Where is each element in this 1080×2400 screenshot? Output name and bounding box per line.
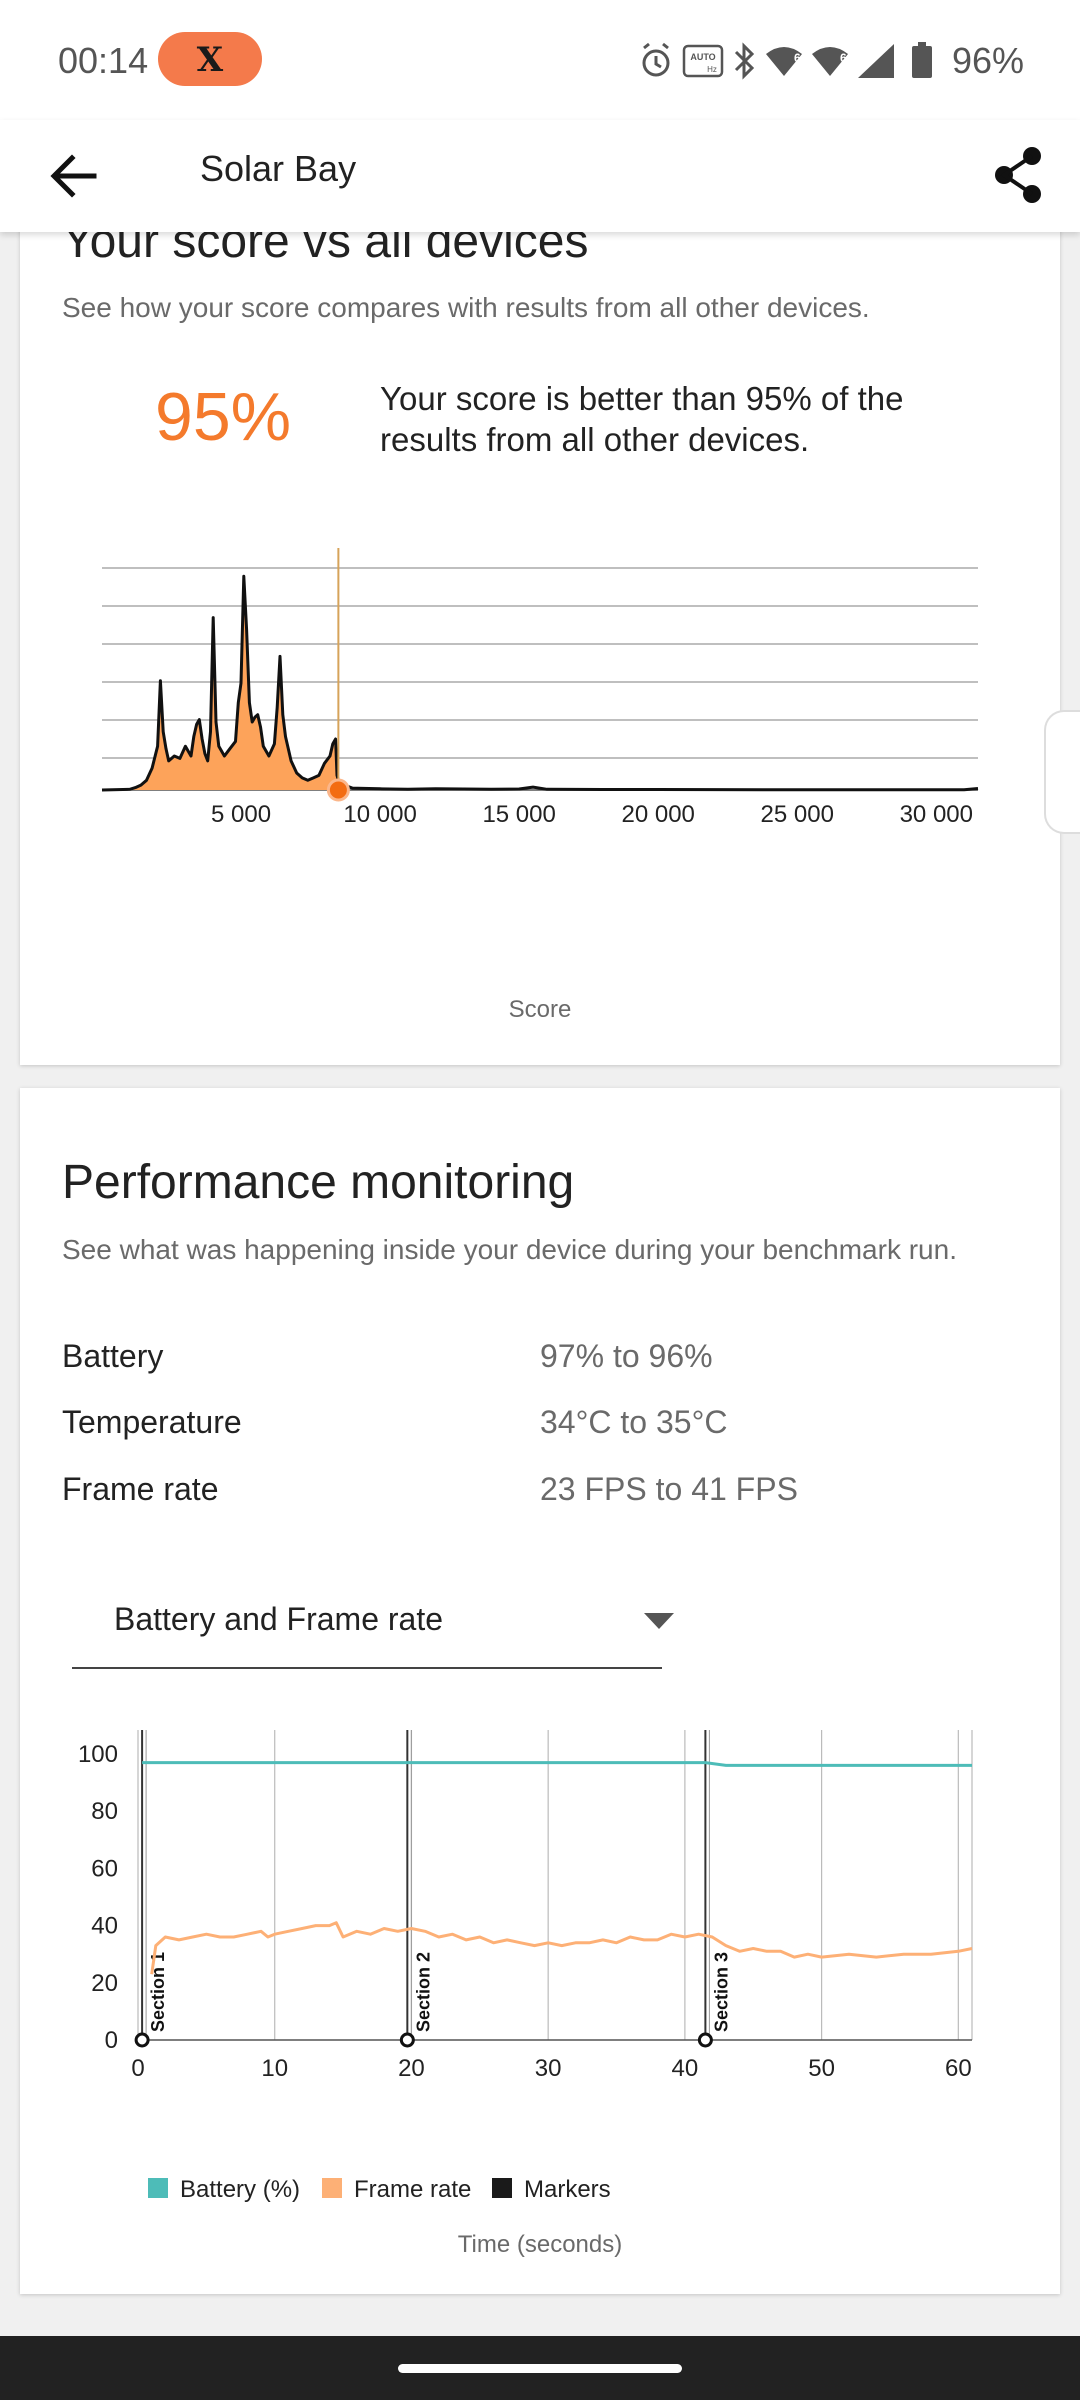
stat-label-temperature: Temperature	[62, 1404, 242, 1440]
x-tick-label: 20 000	[621, 801, 694, 828]
share-icon[interactable]	[988, 140, 1048, 210]
dropdown-selected-label: Battery and Frame rate	[114, 1601, 444, 1637]
stat-value-battery: 97% to 96%	[540, 1338, 713, 1374]
stat-label-battery: Battery	[62, 1338, 164, 1374]
legend-label: Frame rate	[354, 2176, 471, 2203]
alarm-icon	[642, 42, 670, 77]
x-tick-label: 40	[672, 2055, 699, 2082]
chart-legend: Battery (%) Frame rate Markers	[148, 2176, 611, 2203]
battery-series-line	[142, 1761, 972, 1767]
edge-panel-handle[interactable]	[1044, 710, 1080, 834]
bluetooth-icon	[734, 42, 755, 80]
arrow-back-icon[interactable]	[44, 146, 104, 206]
section-marker-label: Section 3	[711, 1952, 731, 2032]
section-marker-label: Section 1	[148, 1952, 168, 2032]
app-bar: Solar Bay	[0, 120, 1080, 232]
x-axis-ticks: 5 000 10 000 15 000 20 000 25 000 30 000	[211, 801, 973, 828]
x-tick-label: 50	[808, 2055, 835, 2082]
y-tick-label: 0	[105, 2027, 118, 2054]
y-tick-label: 20	[91, 1970, 118, 1997]
x-tick-label: 25 000	[761, 801, 834, 828]
y-tick-label: 100	[78, 1741, 118, 1768]
x-tick-label: 15 000	[482, 801, 555, 828]
page-title: Solar Bay	[200, 148, 357, 189]
y-tick-label: 60	[91, 1855, 118, 1882]
x-tick-label: 10 000	[343, 801, 416, 828]
section-marker-label: Section 2	[413, 1952, 433, 2032]
score-distribution-chart: 5 000 10 000 15 000 20 000 25 000 30 000 Scor…	[101, 548, 979, 1023]
hz-label: Hz	[707, 65, 717, 74]
x-tick-label: 0	[131, 2055, 144, 2082]
your-score-marker	[326, 778, 350, 802]
legend-swatch	[148, 2178, 168, 2198]
distribution-area	[102, 576, 339, 790]
notification-badge[interactable]: X	[158, 32, 262, 86]
legend-swatch	[322, 2178, 342, 2198]
performance-monitoring-card: Performance monitoring See what was happ…	[20, 1088, 1060, 2294]
auto-label: AUTO	[690, 52, 715, 62]
percentile-value: 95%	[155, 379, 292, 455]
legend-label: Battery (%)	[180, 2176, 300, 2203]
signal-icon	[858, 44, 894, 78]
svg-text:6: 6	[840, 51, 847, 65]
x-tick-label: 30	[535, 2055, 562, 2082]
x-tick-label: 10	[261, 2055, 288, 2082]
chart-metric-dropdown[interactable]: Battery and Frame rate	[72, 1593, 674, 1669]
legend-label: Markers	[524, 2176, 611, 2203]
y-axis-ticks: 0 20 40 60 80 100	[78, 1741, 118, 2054]
auto-hz-icon: AUTO Hz	[682, 44, 724, 78]
y-tick-label: 40	[91, 1913, 118, 1940]
stat-value-temperature: 34°C to 35°C	[540, 1404, 728, 1440]
x-axis-label: Score	[509, 996, 572, 1023]
status-time: 00:14	[58, 40, 149, 81]
x-tick-label: 5 000	[211, 801, 271, 828]
status-icons: AUTO Hz 6 6	[642, 42, 932, 80]
section-marker-dot	[399, 2032, 415, 2048]
status-bar: 00:14 X AUTO Hz 6 6	[0, 0, 1080, 120]
frame-rate-series-line	[150, 1921, 973, 1975]
home-gesture-handle[interactable]	[398, 2364, 682, 2373]
section-markers: Section 1 Section 2 Section 3	[134, 1730, 731, 2048]
x-axis-ticks: 0 10 20 30 40 50 60	[131, 2055, 971, 2082]
svg-text:6: 6	[794, 51, 801, 65]
score-comparison-subtitle: See how your score compares with results…	[62, 292, 870, 323]
distribution-line	[101, 574, 979, 792]
wifi-6-icon: 6	[766, 47, 802, 76]
section-marker-dot	[134, 2032, 150, 2048]
battery-percent: 96%	[952, 40, 1025, 81]
section-marker-dot	[697, 2032, 713, 2048]
x-tick-label: 60	[945, 2055, 972, 2082]
stat-label-frame-rate: Frame rate	[62, 1471, 219, 1507]
x-tick-label: 30 000	[900, 801, 973, 828]
notification-badge-label: X	[196, 40, 224, 80]
performance-subtitle: See what was happening inside your devic…	[62, 1234, 957, 1265]
x-axis-label: Time (seconds)	[458, 2231, 622, 2258]
chart-gridlines	[137, 1730, 973, 2041]
dropdown-arrow-icon	[644, 1613, 674, 1629]
stat-value-frame-rate: 23 FPS to 41 FPS	[540, 1471, 798, 1507]
legend-swatch	[492, 2178, 512, 2198]
score-comparison-card: Your score vs all devices See how your s…	[20, 150, 1060, 1065]
navigation-bar	[0, 2336, 1080, 2400]
percentile-description: Your score is better than 95% of the res…	[380, 380, 904, 458]
performance-title: Performance monitoring	[62, 1156, 575, 1209]
wifi-6-icon-2: 6	[812, 47, 848, 76]
y-tick-label: 80	[91, 1798, 118, 1825]
battery-icon	[912, 42, 932, 78]
x-tick-label: 20	[398, 2055, 425, 2082]
